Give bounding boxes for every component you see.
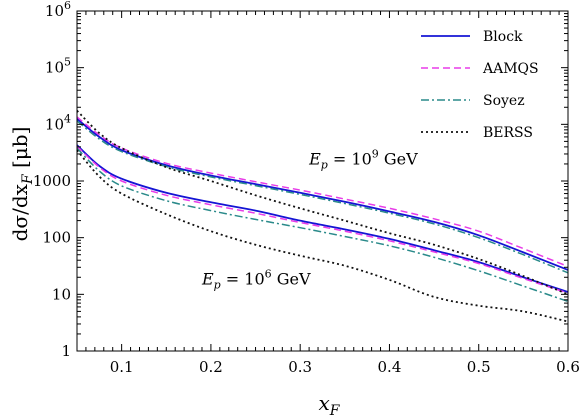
y-tick-label: 10 [52, 285, 71, 303]
y-tick-label: 106 [45, 0, 71, 20]
y-tick-label: 1000 [33, 172, 71, 190]
x-axis-title-sub: F [329, 403, 341, 416]
y-tick-label: 100 [42, 229, 71, 247]
series-soyez-curve-e9 [76, 120, 569, 274]
y-axis-title: dσ/dxF [μb] [8, 127, 36, 242]
x-tick-label: 0.5 [467, 358, 491, 376]
annotation-energy-e9: Ep = 109 GeV [308, 148, 418, 172]
y-tick-label: 105 [45, 56, 71, 77]
plot-curves [76, 109, 569, 323]
x-tick-label: 0.6 [556, 358, 580, 376]
x-tick-label: 0.2 [199, 358, 223, 376]
series-aamqs-curve-e6 [76, 145, 569, 294]
annotation-energy-e6: Ep = 106 GeV [201, 267, 311, 291]
tick-labels: 0.1 0.2 0.3 0.4 0.5 0.6 1 10 100 1000 104 105 106 [33, 0, 580, 376]
series-berss-curve-e6 [76, 149, 569, 323]
y-axis-title-sub: F [20, 173, 36, 185]
legend-label-berss: BERSS [483, 125, 533, 141]
legend: Block AAMQS Soyez BERSS [421, 29, 539, 141]
x-tick-label: 0.4 [378, 358, 402, 376]
legend-label-block: Block [483, 29, 523, 45]
annotations: Ep = 109 GeV Ep = 106 GeV [201, 148, 418, 292]
y-tick-label: 104 [45, 112, 71, 133]
series-aamqs-curve-e9 [76, 116, 569, 268]
y-axis-title-post: [μb] [8, 127, 32, 175]
y-axis-title-pre: dσ/dx [8, 183, 32, 241]
x-axis-title: xF [319, 391, 341, 416]
series-block-curve-e6 [76, 144, 569, 293]
legend-label-soyez: Soyez [483, 93, 525, 109]
y-tick-label: 1 [61, 342, 71, 360]
axes [76, 10, 569, 352]
legend-label-aamqs: AAMQS [482, 61, 539, 77]
series-block-curve-e9 [76, 118, 569, 271]
x-tick-label: 0.3 [288, 358, 312, 376]
x-tick-label: 0.1 [110, 358, 134, 376]
x-axis-title-main: x [319, 391, 330, 415]
series-soyez-curve-e6 [76, 147, 569, 303]
